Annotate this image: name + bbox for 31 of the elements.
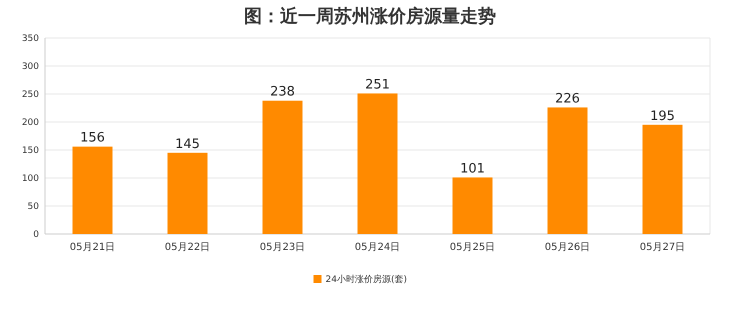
x-tick-label: 05月27日: [640, 242, 686, 253]
bar: [358, 93, 398, 234]
x-tick-label: 05月21日: [70, 242, 116, 253]
data-label: 145: [175, 136, 200, 152]
y-tick-label: 350: [22, 34, 40, 44]
bar: [72, 146, 112, 234]
bar: [168, 152, 208, 234]
legend-label: 24小时涨价房源(套): [326, 274, 407, 285]
bar: [548, 107, 588, 234]
y-tick-label: 250: [22, 90, 40, 100]
x-tick-label: 05月23日: [260, 242, 306, 253]
y-tick-label: 0: [33, 230, 40, 240]
chart-title: 图：近一周苏州涨价房源量走势: [244, 6, 496, 27]
data-label: 226: [555, 91, 580, 106]
bar: [452, 177, 492, 234]
y-tick-label: 200: [22, 118, 40, 128]
y-tick-label: 300: [22, 62, 40, 72]
data-label: 195: [650, 108, 675, 124]
data-label: 251: [365, 77, 390, 92]
bar: [262, 100, 302, 234]
x-tick-label: 05月22日: [164, 242, 210, 253]
data-label: 156: [80, 130, 105, 146]
data-label: 238: [270, 84, 295, 100]
x-tick-label: 05月25日: [450, 242, 496, 253]
y-tick-label: 150: [22, 146, 40, 156]
x-tick-label: 05月26日: [544, 242, 590, 253]
data-label: 101: [460, 161, 485, 176]
y-tick-label: 100: [22, 174, 40, 184]
y-tick-label: 50: [28, 202, 40, 212]
x-tick-label: 05月24日: [354, 242, 400, 253]
bar: [642, 124, 682, 234]
